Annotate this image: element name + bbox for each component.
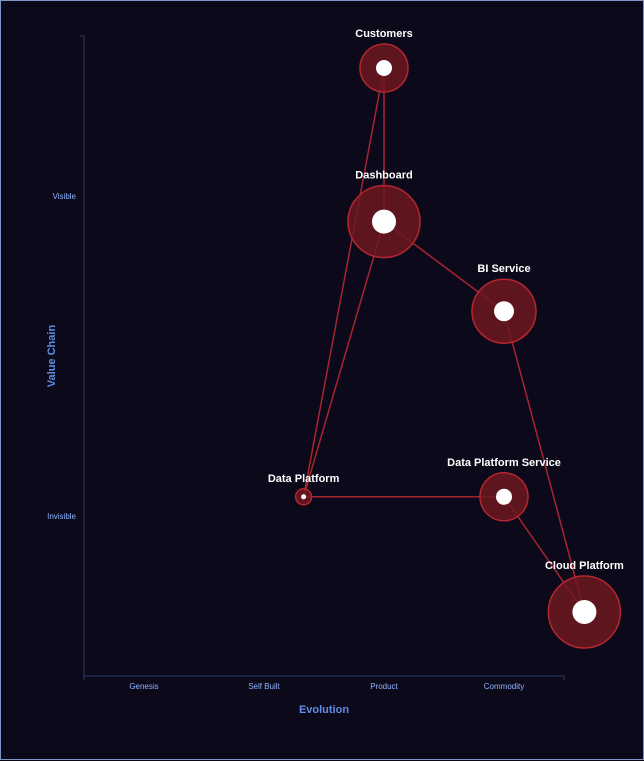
node-label: Customers [355, 28, 412, 40]
node-label: Dashboard [355, 170, 412, 182]
node-cloud-platform[interactable]: Cloud Platform [545, 560, 624, 649]
node-core [376, 60, 392, 76]
y-tick-invisible: Invisible [47, 512, 76, 521]
node-data-platform-service[interactable]: Data Platform Service [447, 457, 561, 522]
node-core [572, 600, 597, 624]
node-core [301, 494, 307, 500]
links-layer [302, 67, 586, 613]
node-bi-service[interactable]: BI Service [471, 263, 537, 344]
node-core [496, 488, 512, 505]
x-tick-product: Product [370, 682, 398, 691]
x-tick-labels: Genesis Self Built Product Commodity [129, 682, 524, 691]
x-axis-title: Evolution [299, 704, 349, 716]
link-customers-to-data-platform [302, 67, 385, 497]
nodes-layer: Customers Dashboard BI Service Data Platfor… [268, 28, 624, 649]
y-tick-labels: Visible Invisible [47, 192, 76, 521]
node-core [372, 209, 396, 234]
node-customers[interactable]: Customers [355, 28, 413, 93]
x-tick-genesis: Genesis [129, 682, 158, 691]
link-dashboard-to-data-platform [302, 221, 385, 498]
x-tick-self-built: Self Built [248, 682, 280, 691]
node-data-platform[interactable]: Data Platform [268, 473, 340, 506]
node-core [494, 301, 514, 322]
node-label: BI Service [477, 263, 530, 275]
node-dashboard[interactable]: Dashboard [347, 170, 421, 259]
axes [80, 35, 565, 680]
x-tick-commodity: Commodity [484, 682, 524, 691]
link-bi-service-to-cloud-platform [503, 311, 586, 613]
node-label: Cloud Platform [545, 560, 624, 572]
node-label: Data Platform Service [447, 457, 561, 469]
node-label: Data Platform [268, 473, 340, 485]
y-axis-title: Value Chain [46, 325, 58, 388]
y-tick-visible: Visible [53, 192, 77, 201]
